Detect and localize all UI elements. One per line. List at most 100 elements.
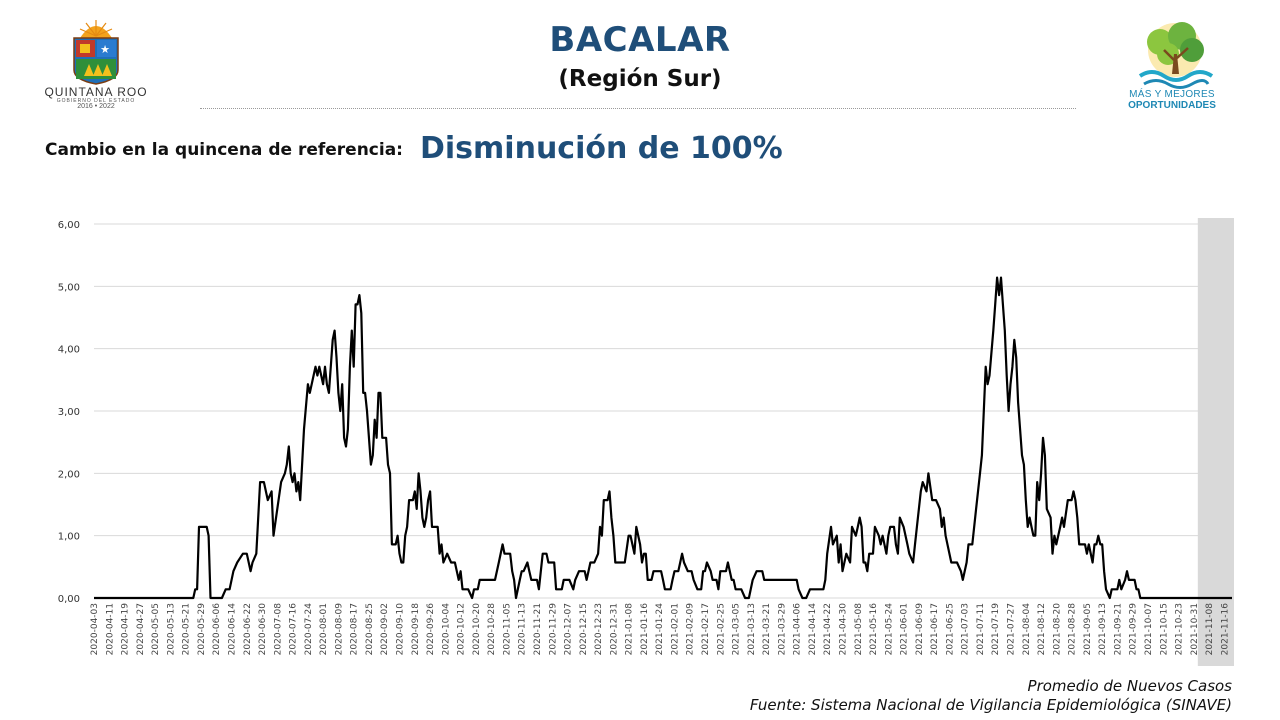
logo-left-years: 2016 • 2022 <box>77 103 115 110</box>
x-tick-label: 2021-08-20 <box>1052 603 1062 656</box>
x-tick-label: 2020-12-23 <box>594 603 604 655</box>
x-tick-label: 2020-10-28 <box>487 603 497 656</box>
y-tick-label: 5,00 <box>58 282 80 293</box>
x-tick-label: 2020-08-09 <box>334 603 344 656</box>
x-tick-label: 2021-07-19 <box>991 603 1001 656</box>
x-tick-label: 2020-06-06 <box>212 603 222 656</box>
x-tick-label: 2021-02-01 <box>670 603 680 655</box>
x-tick-label: 2021-09-21 <box>1113 603 1123 655</box>
x-tick-label: 2020-11-29 <box>548 603 558 656</box>
x-tick-label: 2021-08-28 <box>1068 603 1078 656</box>
x-tick-label: 2021-03-13 <box>747 603 757 655</box>
x-tick-label: 2021-08-12 <box>1037 603 1047 655</box>
y-tick-label: 0,00 <box>58 594 80 605</box>
x-tick-label: 2020-11-21 <box>533 603 543 655</box>
y-tick-label: 1,00 <box>58 532 80 543</box>
x-tick-label: 2020-10-20 <box>472 603 482 656</box>
x-tick-label: 2020-05-21 <box>182 603 192 655</box>
x-tick-label: 2021-08-04 <box>1022 603 1032 656</box>
x-tick-label: 2021-03-21 <box>762 603 772 655</box>
x-tick-label: 2020-05-29 <box>197 603 207 656</box>
highlight-band <box>1197 218 1234 666</box>
x-tick-label: 2021-05-16 <box>869 603 879 656</box>
x-tick-label: 2021-10-23 <box>1175 603 1185 655</box>
x-tick-label: 2021-03-05 <box>732 603 742 655</box>
x-tick-label: 2020-05-13 <box>166 603 176 655</box>
x-tick-label: 2021-06-25 <box>945 603 955 655</box>
logo-right-line2: OPORTUNIDADES <box>1128 100 1216 111</box>
x-tick-label: 2020-04-19 <box>121 603 131 656</box>
new-cases-line-chart: 0,00 1,00 2,00 3,00 4,00 5,00 6,00 2020-04-03 20… <box>58 218 1234 666</box>
x-tick-label: 2021-04-14 <box>808 603 818 656</box>
x-tick-label: 2020-09-18 <box>411 603 421 656</box>
x-tick-label: 2020-04-03 <box>90 603 100 655</box>
x-tick-label: 2020-08-17 <box>350 603 360 655</box>
x-tick-label: 2020-07-24 <box>304 603 314 656</box>
x-tick-label: 2021-07-03 <box>961 603 971 655</box>
x-tick-label: 2020-07-08 <box>273 603 283 656</box>
y-tick-label: 2,00 <box>58 469 80 480</box>
x-tick-label: 2020-09-26 <box>426 603 436 656</box>
x-tick-label: 2021-06-09 <box>915 603 925 656</box>
x-tick-label: 2021-01-16 <box>640 603 650 656</box>
page-title: BACALAR <box>549 20 731 60</box>
x-tick-label: 2021-02-09 <box>686 603 696 656</box>
x-tick-label: 2021-07-11 <box>976 603 986 655</box>
x-tick-label: 2021-10-07 <box>1144 603 1154 655</box>
header-divider <box>200 108 1076 109</box>
x-tick-label: 2020-12-31 <box>609 603 619 655</box>
change-label: Cambio en la quincena de referencia: <box>45 140 403 160</box>
x-tick-label: 2021-06-17 <box>930 603 940 655</box>
series-line <box>94 276 1232 600</box>
x-tick-label: 2020-08-25 <box>365 603 375 655</box>
x-tick-label: 2020-06-14 <box>227 603 237 656</box>
x-tick-label: 2021-09-13 <box>1098 603 1108 655</box>
x-tick-label: 2021-04-22 <box>823 603 833 655</box>
x-tick-label: 2020-09-02 <box>380 603 390 655</box>
x-tick-label: 2020-06-22 <box>243 603 253 655</box>
x-tick-label: 2021-06-01 <box>900 603 910 655</box>
x-tick-label: 2021-11-16 <box>1220 603 1230 656</box>
x-tick-label: 2020-10-12 <box>457 603 467 655</box>
x-tick-label: 2021-03-29 <box>777 603 787 656</box>
change-value: Disminución de 100% <box>420 131 783 166</box>
y-tick-label: 6,00 <box>58 220 80 231</box>
tree-emblem-logo <box>1138 22 1214 89</box>
source-note: Fuente: Sistema Nacional de Vigilancia E… <box>749 696 1232 714</box>
x-tick-label: 2020-04-27 <box>136 603 146 655</box>
x-tick-label: 2021-01-24 <box>655 603 665 656</box>
x-tick-label: 2020-10-04 <box>441 603 451 656</box>
x-tick-label: 2021-10-31 <box>1190 603 1200 655</box>
x-tick-label: 2021-05-08 <box>854 603 864 656</box>
logo-left-sub: GOBIERNO DEL ESTADO <box>56 98 136 104</box>
y-tick-label: 4,00 <box>58 345 80 356</box>
logo-left-name: QUINTANA ROO <box>44 85 148 99</box>
x-tick-label: 2020-09-10 <box>396 603 406 656</box>
x-tick-label: 2021-09-29 <box>1129 603 1139 656</box>
x-tick-label: 2021-11-08 <box>1205 603 1215 656</box>
x-tick-label: 2021-10-15 <box>1159 603 1169 655</box>
x-tick-label: 2021-02-17 <box>701 603 711 655</box>
x-tick-label: 2020-11-13 <box>518 603 528 655</box>
x-tick-label: 2021-05-24 <box>884 603 894 656</box>
x-tick-label: 2020-12-15 <box>579 603 589 655</box>
x-tick-label: 2020-11-05 <box>502 603 512 655</box>
logo-right-line1: MÁS Y MEJORES <box>1129 89 1215 100</box>
quintana-roo-coat-of-arms-logo: ★ <box>73 20 119 85</box>
y-tick-label: 3,00 <box>58 407 80 418</box>
x-tick-label: 2020-12-07 <box>564 603 574 655</box>
x-tick-label: 2020-07-16 <box>289 603 299 656</box>
x-tick-label: 2020-05-05 <box>151 603 161 655</box>
x-tick-label: 2020-04-11 <box>105 603 115 655</box>
svg-text:★: ★ <box>100 43 110 56</box>
x-tick-label: 2021-07-27 <box>1007 603 1017 655</box>
page-subtitle: (Región Sur) <box>558 66 722 92</box>
x-tick-label: 2021-01-08 <box>625 603 635 656</box>
x-tick-label: 2020-06-30 <box>258 603 268 656</box>
x-tick-label: 2021-04-06 <box>793 603 803 656</box>
chart-caption: Promedio de Nuevos Casos <box>1027 677 1232 695</box>
x-tick-label: 2020-08-01 <box>319 603 329 655</box>
x-tick-label: 2021-02-25 <box>716 603 726 655</box>
x-tick-label: 2021-09-05 <box>1083 603 1093 655</box>
x-tick-label: 2021-04-30 <box>838 603 848 656</box>
